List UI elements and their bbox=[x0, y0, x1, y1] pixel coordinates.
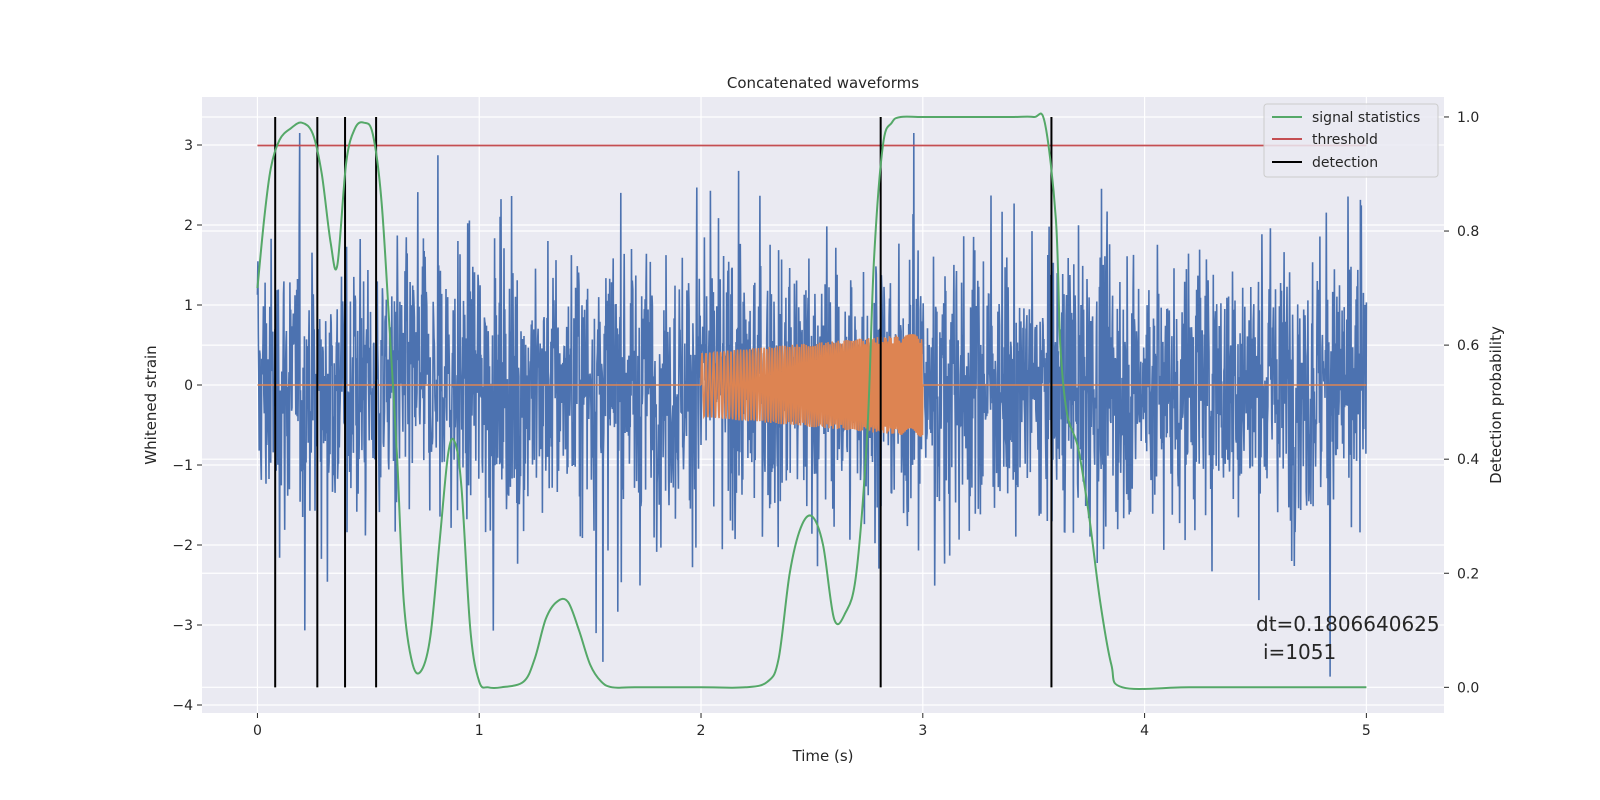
noise-series-line bbox=[256, 132, 1368, 677]
y-axis-label: Whitened strain bbox=[142, 345, 160, 464]
y2-tick-label: 0.0 bbox=[1457, 680, 1479, 696]
legend-label-signal-statistics: signal statistics bbox=[1312, 110, 1420, 126]
y2-tick-label: 0.4 bbox=[1457, 452, 1479, 468]
legend-label-detection: detection bbox=[1312, 155, 1378, 171]
x-tick-label: 0 bbox=[253, 723, 262, 739]
axis-ticks: 0 1 2 3 4 5 −4 −3 −2 −1 0 1 2 3 0.0 0.2 0.4 0.6 0.8 1.0 bbox=[172, 110, 1479, 739]
y2-axis-label: Detection probability bbox=[1487, 326, 1505, 484]
x-axis-label: Time (s) bbox=[792, 747, 854, 765]
y-tick-label: −1 bbox=[172, 458, 193, 474]
y-tick-label: 0 bbox=[184, 378, 193, 394]
y-tick-label: 1 bbox=[184, 298, 193, 314]
y2-tick-label: 1.0 bbox=[1457, 110, 1479, 126]
annotation-i: i=1051 bbox=[1263, 640, 1336, 664]
y-tick-label: −4 bbox=[172, 698, 193, 714]
injection-series-line bbox=[257, 334, 1367, 437]
y-tick-label: 2 bbox=[184, 218, 193, 234]
x-tick-label: 1 bbox=[475, 723, 484, 739]
y2-tick-label: 0.6 bbox=[1457, 338, 1479, 354]
chart-title: Concatenated waveforms bbox=[727, 74, 919, 92]
legend-label-threshold: threshold bbox=[1312, 132, 1378, 148]
annotation-dt: dt=0.1806640625 bbox=[1256, 612, 1440, 636]
y2-tick-label: 0.8 bbox=[1457, 224, 1479, 240]
legend: signal statistics threshold detection bbox=[1263, 103, 1439, 178]
x-tick-label: 2 bbox=[697, 723, 706, 739]
detection-lines bbox=[274, 116, 1053, 688]
y-tick-label: −3 bbox=[172, 618, 193, 634]
y-tick-label: −2 bbox=[172, 538, 193, 554]
legend-box bbox=[1263, 103, 1439, 178]
x-tick-label: 4 bbox=[1140, 723, 1149, 739]
x-tick-label: 5 bbox=[1362, 723, 1371, 739]
signal-statistics-line bbox=[256, 112, 1367, 690]
x-tick-label: 3 bbox=[918, 723, 927, 739]
y-tick-label: 3 bbox=[184, 138, 193, 154]
y2-tick-label: 0.2 bbox=[1457, 566, 1479, 582]
